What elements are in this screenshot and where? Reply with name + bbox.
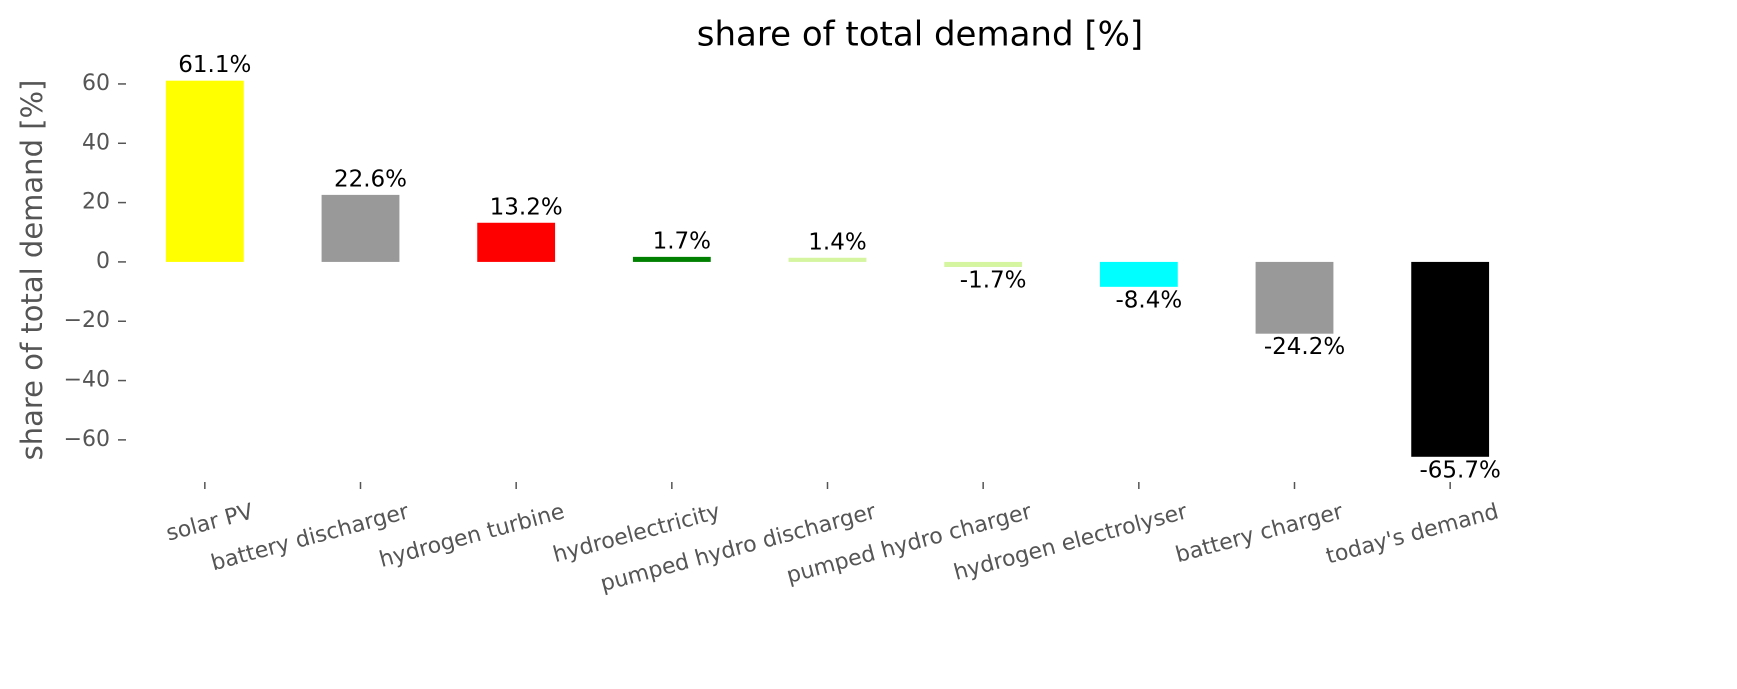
value-label: -8.4%: [1115, 287, 1182, 313]
bar: [1099, 261, 1178, 287]
value-label: 1.4%: [808, 229, 866, 255]
x-tick-label: pumped hydro discharger: [598, 499, 880, 597]
bar: [944, 261, 1023, 267]
y-tick-label: −60: [64, 427, 110, 452]
y-tick-label: 20: [82, 190, 110, 215]
y-tick-label: 60: [82, 71, 110, 96]
y-tick-label: 40: [82, 130, 110, 155]
y-tick-label: 0: [96, 249, 110, 274]
value-label: -1.7%: [960, 267, 1027, 293]
value-label: 13.2%: [490, 194, 563, 220]
bar: [165, 80, 244, 262]
value-label: 1.7%: [653, 228, 711, 254]
bar: [1411, 261, 1490, 457]
y-tick-label: −40: [64, 368, 110, 393]
chart-title: share of total demand [%]: [697, 15, 1143, 55]
bar: [477, 222, 556, 262]
x-tick-label: today's demand: [1323, 499, 1501, 569]
x-tick-label: battery charger: [1173, 499, 1347, 568]
bar: [321, 194, 400, 262]
value-label: 22.6%: [334, 166, 407, 192]
bar: [788, 257, 867, 262]
y-axis-label: share of total demand [%]: [15, 80, 49, 461]
x-tick-label: solar PV: [164, 499, 256, 546]
y-tick-label: −20: [64, 308, 110, 333]
value-label: -24.2%: [1264, 334, 1345, 360]
value-label: 61.1%: [178, 52, 251, 78]
bar: [632, 256, 711, 262]
bar: [1255, 261, 1334, 334]
value-label: -65.7%: [1419, 457, 1500, 483]
